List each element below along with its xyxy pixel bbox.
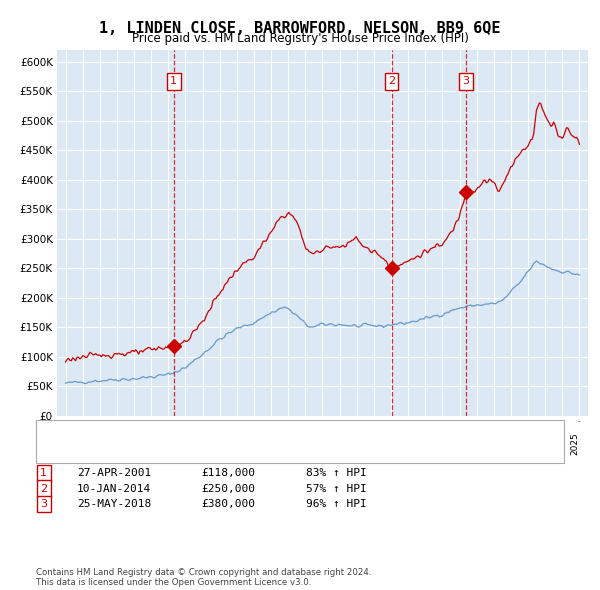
Text: 25-MAY-2018: 25-MAY-2018 [77,499,151,509]
Text: 2008: 2008 [279,432,288,455]
Text: 2018: 2018 [451,432,460,455]
Text: 1, LINDEN CLOSE, BARROWFORD, NELSON, BB9 6QE (detached house): 1, LINDEN CLOSE, BARROWFORD, NELSON, BB9… [84,422,437,431]
Text: 1998: 1998 [108,432,117,455]
Text: 3: 3 [40,499,47,509]
Text: £118,000: £118,000 [201,468,255,478]
Text: 57% ↑ HPI: 57% ↑ HPI [305,484,367,493]
Text: 3: 3 [463,76,470,86]
Text: 2020: 2020 [485,432,494,455]
Text: —: — [60,419,74,434]
Text: 2: 2 [388,76,395,86]
Text: 2022: 2022 [519,432,528,455]
Text: 2009: 2009 [296,432,305,455]
Text: 2000: 2000 [142,432,151,455]
Text: 2012: 2012 [348,432,357,455]
Text: 2004: 2004 [211,432,220,455]
Text: 2016: 2016 [416,432,425,455]
Text: 2021: 2021 [502,432,511,455]
Text: 1997: 1997 [91,432,100,455]
Text: 2024: 2024 [553,432,562,455]
Text: 2010: 2010 [313,432,322,455]
Text: 2015: 2015 [399,432,408,455]
Text: 2001: 2001 [160,432,169,455]
Text: 2023: 2023 [536,432,545,455]
Text: 1996: 1996 [74,432,83,455]
Text: £250,000: £250,000 [201,484,255,493]
Text: 2011: 2011 [331,432,340,455]
Text: 83% ↑ HPI: 83% ↑ HPI [305,468,367,478]
Text: 2017: 2017 [433,432,442,455]
Text: £380,000: £380,000 [201,499,255,509]
Text: 10-JAN-2014: 10-JAN-2014 [77,484,151,493]
Text: 96% ↑ HPI: 96% ↑ HPI [305,499,367,509]
Text: 1: 1 [40,468,47,478]
Text: 2005: 2005 [228,432,237,455]
Text: 2013: 2013 [365,432,374,455]
Text: Price paid vs. HM Land Registry's House Price Index (HPI): Price paid vs. HM Land Registry's House … [131,32,469,45]
Text: Contains HM Land Registry data © Crown copyright and database right 2024.
This d: Contains HM Land Registry data © Crown c… [36,568,371,587]
Text: 2007: 2007 [262,432,271,455]
Text: 1999: 1999 [125,432,134,455]
Text: 27-APR-2001: 27-APR-2001 [77,468,151,478]
Text: 1: 1 [170,76,178,86]
Text: 2019: 2019 [467,432,476,455]
Text: 2003: 2003 [194,432,203,455]
Text: 2014: 2014 [382,432,391,455]
Text: 2006: 2006 [245,432,254,455]
Text: 1, LINDEN CLOSE, BARROWFORD, NELSON, BB9 6QE: 1, LINDEN CLOSE, BARROWFORD, NELSON, BB9… [99,21,501,35]
Text: 1995: 1995 [56,432,65,455]
Text: —: — [60,432,74,447]
Text: 2: 2 [40,484,47,493]
Text: HPI: Average price, detached house, Pendle: HPI: Average price, detached house, Pend… [84,435,302,444]
Text: 2002: 2002 [176,432,185,455]
Text: 2025: 2025 [571,432,580,455]
